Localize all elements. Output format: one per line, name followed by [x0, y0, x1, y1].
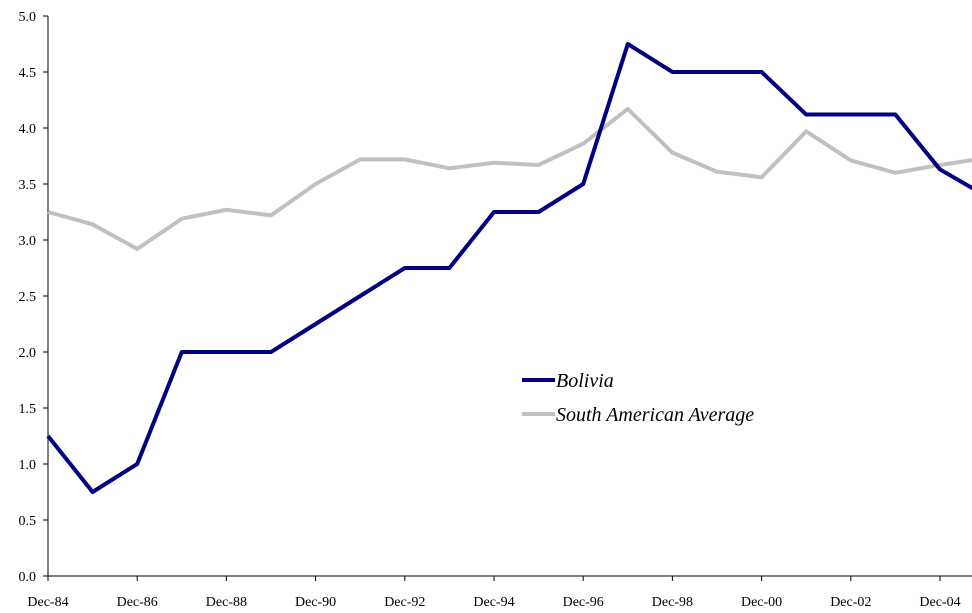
series-line-bolivia — [46, 42, 972, 494]
plot-area: 0.0 0.5 1.0 1.5 2.0 2.5 3.0 3.5 4.0 4.5 5.0 Dec-84… — [19, 10, 972, 610]
y-tick-label: 1.5 — [19, 402, 37, 417]
y-tick-label: 1.0 — [19, 458, 37, 473]
x-axis-ticks: Dec-84 Dec-86 Dec-88 Dec-90 Dec-92 Dec-94 Dec-… — [27, 576, 961, 610]
y-tick-label: 2.5 — [19, 290, 37, 305]
x-tick-label: Dec-90 — [295, 595, 336, 610]
series-lines — [46, 42, 972, 494]
x-tick-label: Dec-94 — [473, 595, 514, 610]
x-tick-label: Dec-86 — [117, 595, 158, 610]
y-tick-label: 4.5 — [19, 66, 37, 81]
y-tick-label: 2.0 — [19, 346, 37, 361]
series-line-south-american-average — [47, 106, 972, 251]
x-tick-label: Dec-02 — [830, 595, 871, 610]
x-tick-label: Dec-88 — [206, 595, 247, 610]
legend: Bolivia South American Average — [522, 370, 754, 426]
y-tick-label: 3.5 — [19, 178, 37, 193]
x-tick-label: Dec-00 — [741, 595, 782, 610]
y-tick-label: 4.0 — [19, 122, 37, 137]
legend-label-south-american-average: South American Average — [556, 404, 754, 426]
y-axis-ticks: 0.0 0.5 1.0 1.5 2.0 2.5 3.0 3.5 4.0 4.5 5.0 — [19, 10, 48, 585]
legend-label-bolivia: Bolivia — [556, 370, 614, 392]
x-tick-label: Dec-96 — [563, 595, 604, 610]
y-tick-label: 0.5 — [19, 514, 37, 529]
x-tick-label: Dec-92 — [384, 595, 425, 610]
y-tick-label: 0.0 — [19, 570, 37, 585]
x-tick-label: Dec-04 — [919, 595, 960, 610]
x-tick-label: Dec-84 — [27, 595, 68, 610]
y-tick-label: 3.0 — [19, 234, 37, 249]
x-tick-label: Dec-98 — [652, 595, 693, 610]
y-tick-label: 5.0 — [19, 10, 37, 25]
